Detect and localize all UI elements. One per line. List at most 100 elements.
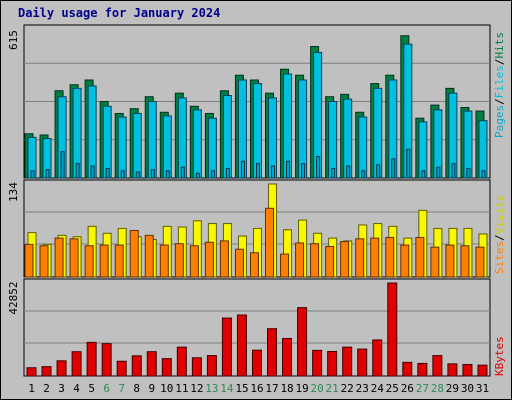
kbytes-bar-13 bbox=[206, 355, 217, 377]
kbytes-bar-20 bbox=[312, 349, 323, 377]
pages-bar-13 bbox=[210, 170, 215, 179]
sites-bar-13 bbox=[204, 241, 214, 278]
pages-bar-12 bbox=[195, 172, 200, 179]
pages-bar-29 bbox=[451, 163, 456, 179]
day-label-16: 16 bbox=[250, 382, 263, 395]
day-label-15: 15 bbox=[235, 382, 248, 395]
sites-bar-14 bbox=[219, 240, 229, 278]
sites-bar-29 bbox=[445, 244, 455, 278]
pages-bar-17 bbox=[271, 165, 276, 179]
day-label-18: 18 bbox=[280, 382, 293, 395]
files-bar-10 bbox=[162, 115, 172, 179]
visits-sites-legend-part-1: Sites bbox=[493, 241, 506, 274]
kbytes-bar-15 bbox=[236, 314, 247, 377]
day-label-13: 13 bbox=[205, 382, 218, 395]
kbytes-bar-14 bbox=[221, 317, 232, 377]
pages-bar-8 bbox=[135, 171, 140, 179]
visits-sites-legend-part-2: / bbox=[493, 234, 506, 241]
hits-files-pages-legend-part-1: Pages bbox=[493, 105, 506, 138]
pages-bar-14 bbox=[225, 167, 230, 179]
kbytes-bar-6 bbox=[101, 343, 112, 377]
sites-bar-8 bbox=[129, 230, 139, 278]
kbytes-bar-3 bbox=[56, 360, 67, 377]
kbytes-bar-23 bbox=[357, 348, 368, 377]
kbytes-bar-12 bbox=[191, 357, 202, 377]
kbytes-bar-7 bbox=[116, 360, 127, 377]
day-label-29: 29 bbox=[446, 382, 459, 395]
visits-max-label: 134 bbox=[7, 182, 20, 202]
kbytes-bar-27 bbox=[417, 362, 428, 377]
day-label-24: 24 bbox=[371, 382, 385, 395]
kbytes-bar-30 bbox=[462, 363, 473, 377]
sites-bar-11 bbox=[174, 243, 184, 278]
files-bar-8 bbox=[132, 112, 142, 179]
pages-bar-22 bbox=[346, 165, 351, 179]
visits-sites-legend: Sites/Visits bbox=[493, 195, 506, 275]
pages-bar-25 bbox=[391, 158, 396, 179]
day-label-2: 2 bbox=[43, 382, 50, 395]
pages-bar-23 bbox=[361, 170, 366, 179]
files-bar-12 bbox=[192, 109, 202, 179]
day-label-23: 23 bbox=[356, 382, 369, 395]
day-label-9: 9 bbox=[148, 382, 155, 395]
pages-bar-4 bbox=[75, 163, 80, 179]
sites-bar-22 bbox=[340, 241, 350, 278]
kbytes-bar-5 bbox=[86, 341, 97, 377]
sites-bar-12 bbox=[189, 245, 199, 278]
day-label-3: 3 bbox=[58, 382, 65, 395]
kbytes-bar-24 bbox=[372, 339, 383, 377]
kbytes-bar-18 bbox=[282, 337, 293, 377]
hits-files-pages-legend: Pages/Files/Hits bbox=[493, 32, 506, 138]
pages-bar-6 bbox=[105, 167, 110, 179]
kbytes-legend: KBytes bbox=[493, 336, 506, 376]
day-label-1: 1 bbox=[28, 382, 35, 395]
files-bar-5 bbox=[87, 85, 97, 179]
sites-bar-9 bbox=[144, 234, 154, 278]
kbytes-legend-part-1: KBytes bbox=[493, 336, 506, 376]
kbytes-bar-9 bbox=[146, 351, 157, 377]
pages-bar-20 bbox=[316, 155, 321, 179]
hits-files-pages-legend-part-3: Files bbox=[493, 65, 506, 98]
visits-sites-legend-part-3: Visits bbox=[493, 195, 506, 235]
pages-bar-15 bbox=[240, 160, 245, 179]
pages-bar-10 bbox=[165, 170, 170, 179]
kbytes-bar-22 bbox=[342, 346, 353, 377]
day-label-22: 22 bbox=[341, 382, 354, 395]
day-label-5: 5 bbox=[88, 382, 95, 395]
sites-bar-23 bbox=[355, 238, 365, 278]
pages-bar-27 bbox=[421, 170, 426, 179]
pages-bar-2 bbox=[45, 169, 50, 179]
kbytes-bar-8 bbox=[131, 355, 142, 377]
pages-bar-28 bbox=[436, 166, 441, 179]
day-label-6: 6 bbox=[103, 382, 110, 395]
pages-bar-31 bbox=[481, 170, 486, 179]
day-label-17: 17 bbox=[265, 382, 278, 395]
sites-bar-25 bbox=[385, 236, 395, 278]
files-bar-7 bbox=[117, 116, 127, 179]
kbytes-bar-29 bbox=[447, 363, 458, 377]
kbytes-bar-31 bbox=[477, 364, 488, 377]
sites-bar-15 bbox=[234, 248, 244, 278]
kbytes-bar-11 bbox=[176, 346, 187, 377]
files-bar-23 bbox=[358, 116, 368, 179]
sites-bar-21 bbox=[325, 245, 335, 278]
sites-bar-10 bbox=[159, 244, 169, 278]
hits-files-pages-legend-part-5: Hits bbox=[493, 32, 506, 59]
pages-bar-11 bbox=[180, 166, 185, 179]
day-label-31: 31 bbox=[476, 382, 489, 395]
sites-bar-30 bbox=[460, 245, 470, 278]
pages-bar-30 bbox=[466, 167, 471, 179]
files-bar-14 bbox=[222, 95, 232, 179]
day-label-8: 8 bbox=[133, 382, 140, 395]
day-label-21: 21 bbox=[326, 382, 339, 395]
day-label-7: 7 bbox=[118, 382, 125, 395]
hits-max-label: 615 bbox=[7, 30, 20, 50]
day-label-30: 30 bbox=[461, 382, 474, 395]
pages-bar-18 bbox=[286, 160, 291, 179]
pages-bar-19 bbox=[301, 163, 306, 179]
chart-title: Daily usage for January 2024 bbox=[18, 6, 221, 20]
sites-bar-2 bbox=[39, 245, 49, 278]
day-label-14: 14 bbox=[220, 382, 234, 395]
sites-bar-20 bbox=[310, 243, 320, 278]
